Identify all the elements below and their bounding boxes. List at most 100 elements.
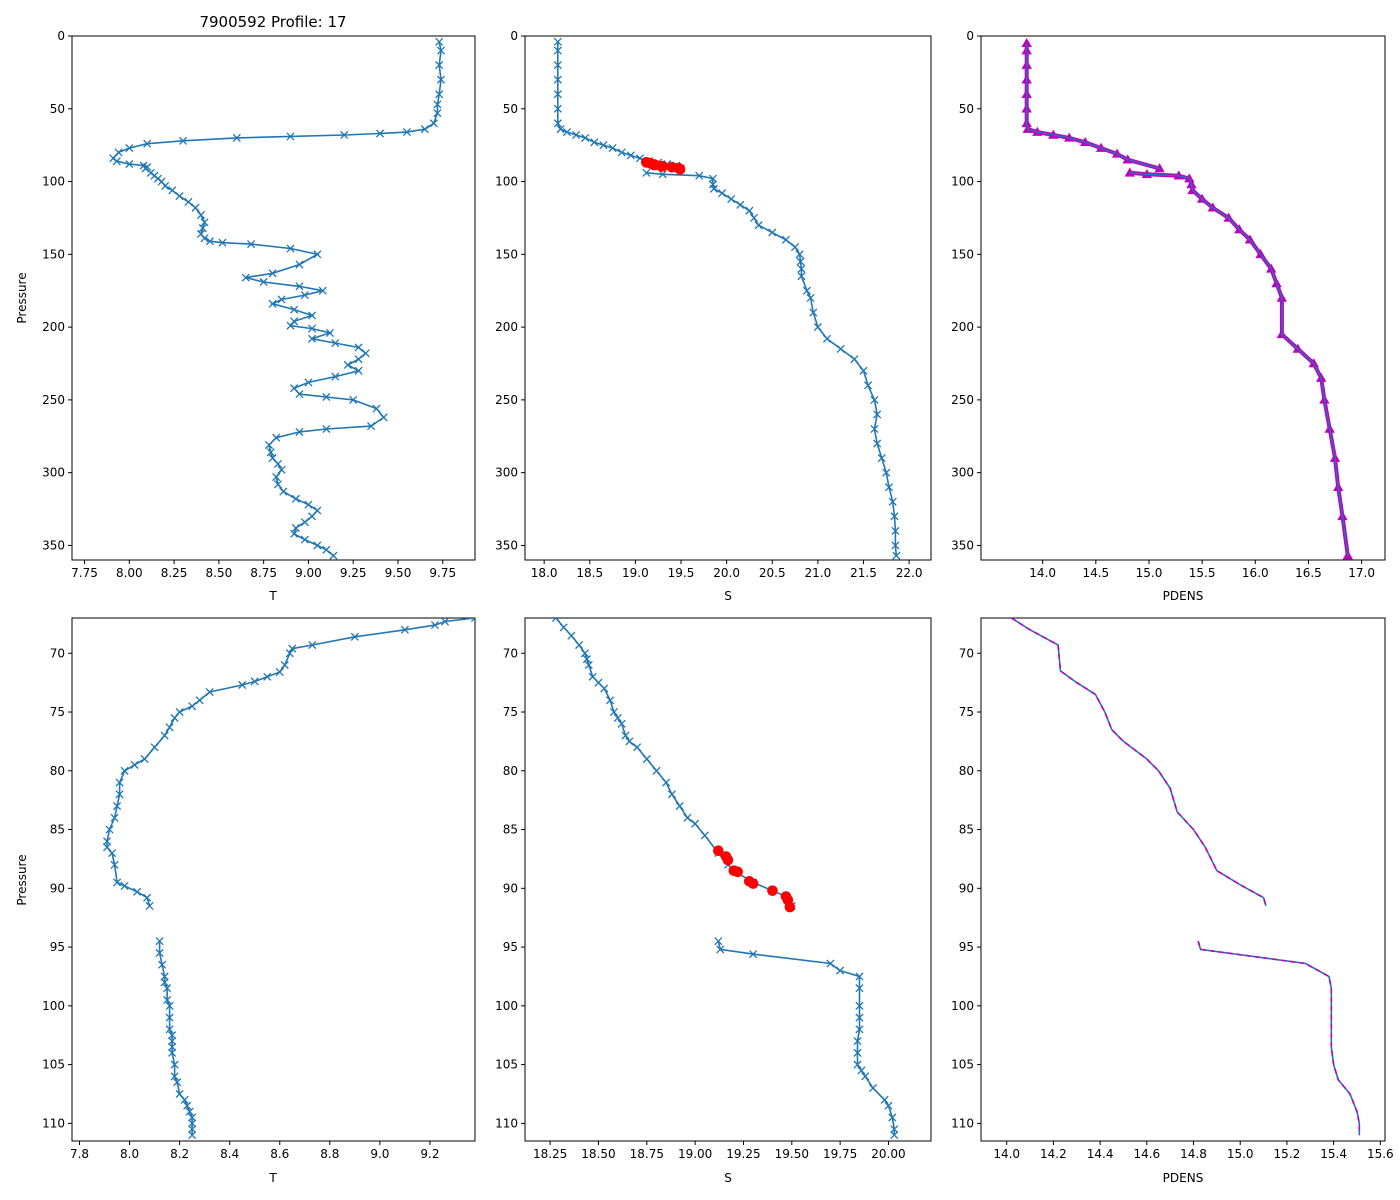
data-point — [163, 995, 172, 1005]
data-point — [691, 819, 700, 828]
data-point — [790, 242, 800, 252]
data-point — [286, 321, 295, 330]
x-tick-label: 18.25 — [533, 1147, 567, 1161]
data-point — [855, 972, 864, 981]
data-point — [322, 545, 331, 554]
data-point — [112, 878, 122, 887]
data-point — [559, 623, 568, 632]
x-tick-label: 15.5 — [1189, 566, 1216, 580]
y-tick-label: 100 — [495, 175, 518, 189]
data-point — [754, 221, 763, 230]
data-point — [125, 160, 134, 169]
data-point — [112, 801, 122, 811]
data-point — [617, 148, 626, 157]
data-point — [247, 240, 256, 249]
data-point — [130, 760, 139, 769]
data-point — [580, 649, 589, 658]
x-tick-label: 16.5 — [1295, 566, 1322, 580]
series-line — [1024, 43, 1161, 171]
data-point — [354, 366, 363, 375]
data-point — [300, 291, 309, 300]
x-tick-label: 8.25 — [161, 566, 188, 580]
pdens-dashed-line — [1197, 940, 1361, 1136]
data-point — [191, 203, 200, 212]
data-point — [709, 184, 718, 193]
data-point — [110, 860, 119, 869]
data-point — [575, 640, 584, 650]
data-point — [870, 424, 879, 434]
data-point — [110, 813, 119, 822]
x-tick-label: 7.75 — [71, 566, 98, 580]
flagged-point — [732, 866, 743, 878]
y-axis-ticks: 70 75 80 85 90 95 100 105 110 — [42, 646, 72, 1130]
data-point — [695, 171, 704, 180]
x-axis-ticks: 18.25 18.50 18.75 19.00 19.25 19.50 19.75 20.00 — [533, 1141, 906, 1161]
x-tick-label: 8.75 — [250, 566, 277, 580]
data-point — [626, 151, 635, 160]
data-point — [188, 702, 197, 711]
data-point — [268, 299, 277, 308]
data-point — [354, 343, 363, 352]
data-point — [115, 778, 124, 787]
data-point — [107, 848, 117, 858]
data-point — [279, 487, 288, 496]
x-tick-label: 7.8 — [70, 1147, 89, 1161]
y-tick-label: 100 — [495, 999, 518, 1013]
plot-area — [109, 37, 446, 560]
panel-t-zoom: 7.8 8.0 8.2 8.4 8.6 8.8 9.0 9.2 70 75 80 85 90 95 100… — [15, 617, 476, 1185]
y-tick-label: 110 — [951, 1116, 974, 1130]
x-tick-label: 16.0 — [1242, 566, 1269, 580]
y-tick-label: 85 — [959, 823, 974, 837]
data-point — [376, 129, 385, 138]
y-tick-label: 0 — [57, 29, 65, 43]
data-point — [277, 295, 286, 304]
x-tick-label: 18.75 — [630, 1147, 664, 1161]
x-tick-label: 8.6 — [270, 1147, 289, 1161]
data-point — [105, 825, 114, 834]
data-point — [259, 277, 268, 287]
data-point — [272, 472, 281, 482]
data-point — [318, 286, 327, 295]
y-tick-label: 70 — [959, 646, 974, 660]
data-point — [652, 766, 661, 775]
data-point — [165, 1013, 174, 1022]
y-tick-label: 100 — [951, 999, 974, 1013]
panel-pdens-top: 14.0 14.5 15.0 15.5 16.0 16.5 17.0 0 50 100 150 20… — [951, 29, 1386, 603]
data-point — [708, 174, 718, 183]
data-point — [850, 355, 859, 364]
data-point — [313, 250, 322, 259]
axes-frame — [71, 617, 476, 1142]
y-tick-label: 150 — [495, 247, 518, 261]
data-point — [340, 130, 349, 140]
axes-frame — [980, 35, 1386, 561]
data-point — [266, 448, 275, 457]
data-point — [613, 713, 622, 722]
data-point — [853, 1060, 862, 1069]
y-tick-label: 80 — [959, 764, 974, 778]
y-tick-label: 300 — [951, 466, 974, 480]
x-tick-label: 19.0 — [622, 566, 649, 580]
data-point — [667, 790, 676, 799]
data-point — [855, 984, 864, 993]
data-point — [435, 90, 444, 99]
y-tick-label: 85 — [50, 823, 65, 837]
data-point — [581, 133, 590, 142]
data-point — [286, 132, 295, 141]
data-point — [809, 308, 818, 317]
data-point — [158, 960, 167, 969]
data-point — [160, 731, 169, 740]
series-line — [106, 618, 475, 907]
y-tick-label: 110 — [495, 1116, 518, 1130]
x-axis-label: T — [268, 589, 277, 603]
data-point — [372, 404, 381, 413]
data-point — [433, 109, 442, 118]
data-point — [891, 541, 900, 550]
data-point — [584, 660, 593, 670]
data-point — [582, 655, 591, 664]
y-tick-label: 200 — [42, 320, 65, 334]
data-point — [160, 978, 169, 987]
y-axis-ticks: 0 50 100 150 200 250 300 350 — [42, 29, 72, 552]
data-point — [853, 1048, 862, 1057]
data-point — [749, 213, 759, 223]
